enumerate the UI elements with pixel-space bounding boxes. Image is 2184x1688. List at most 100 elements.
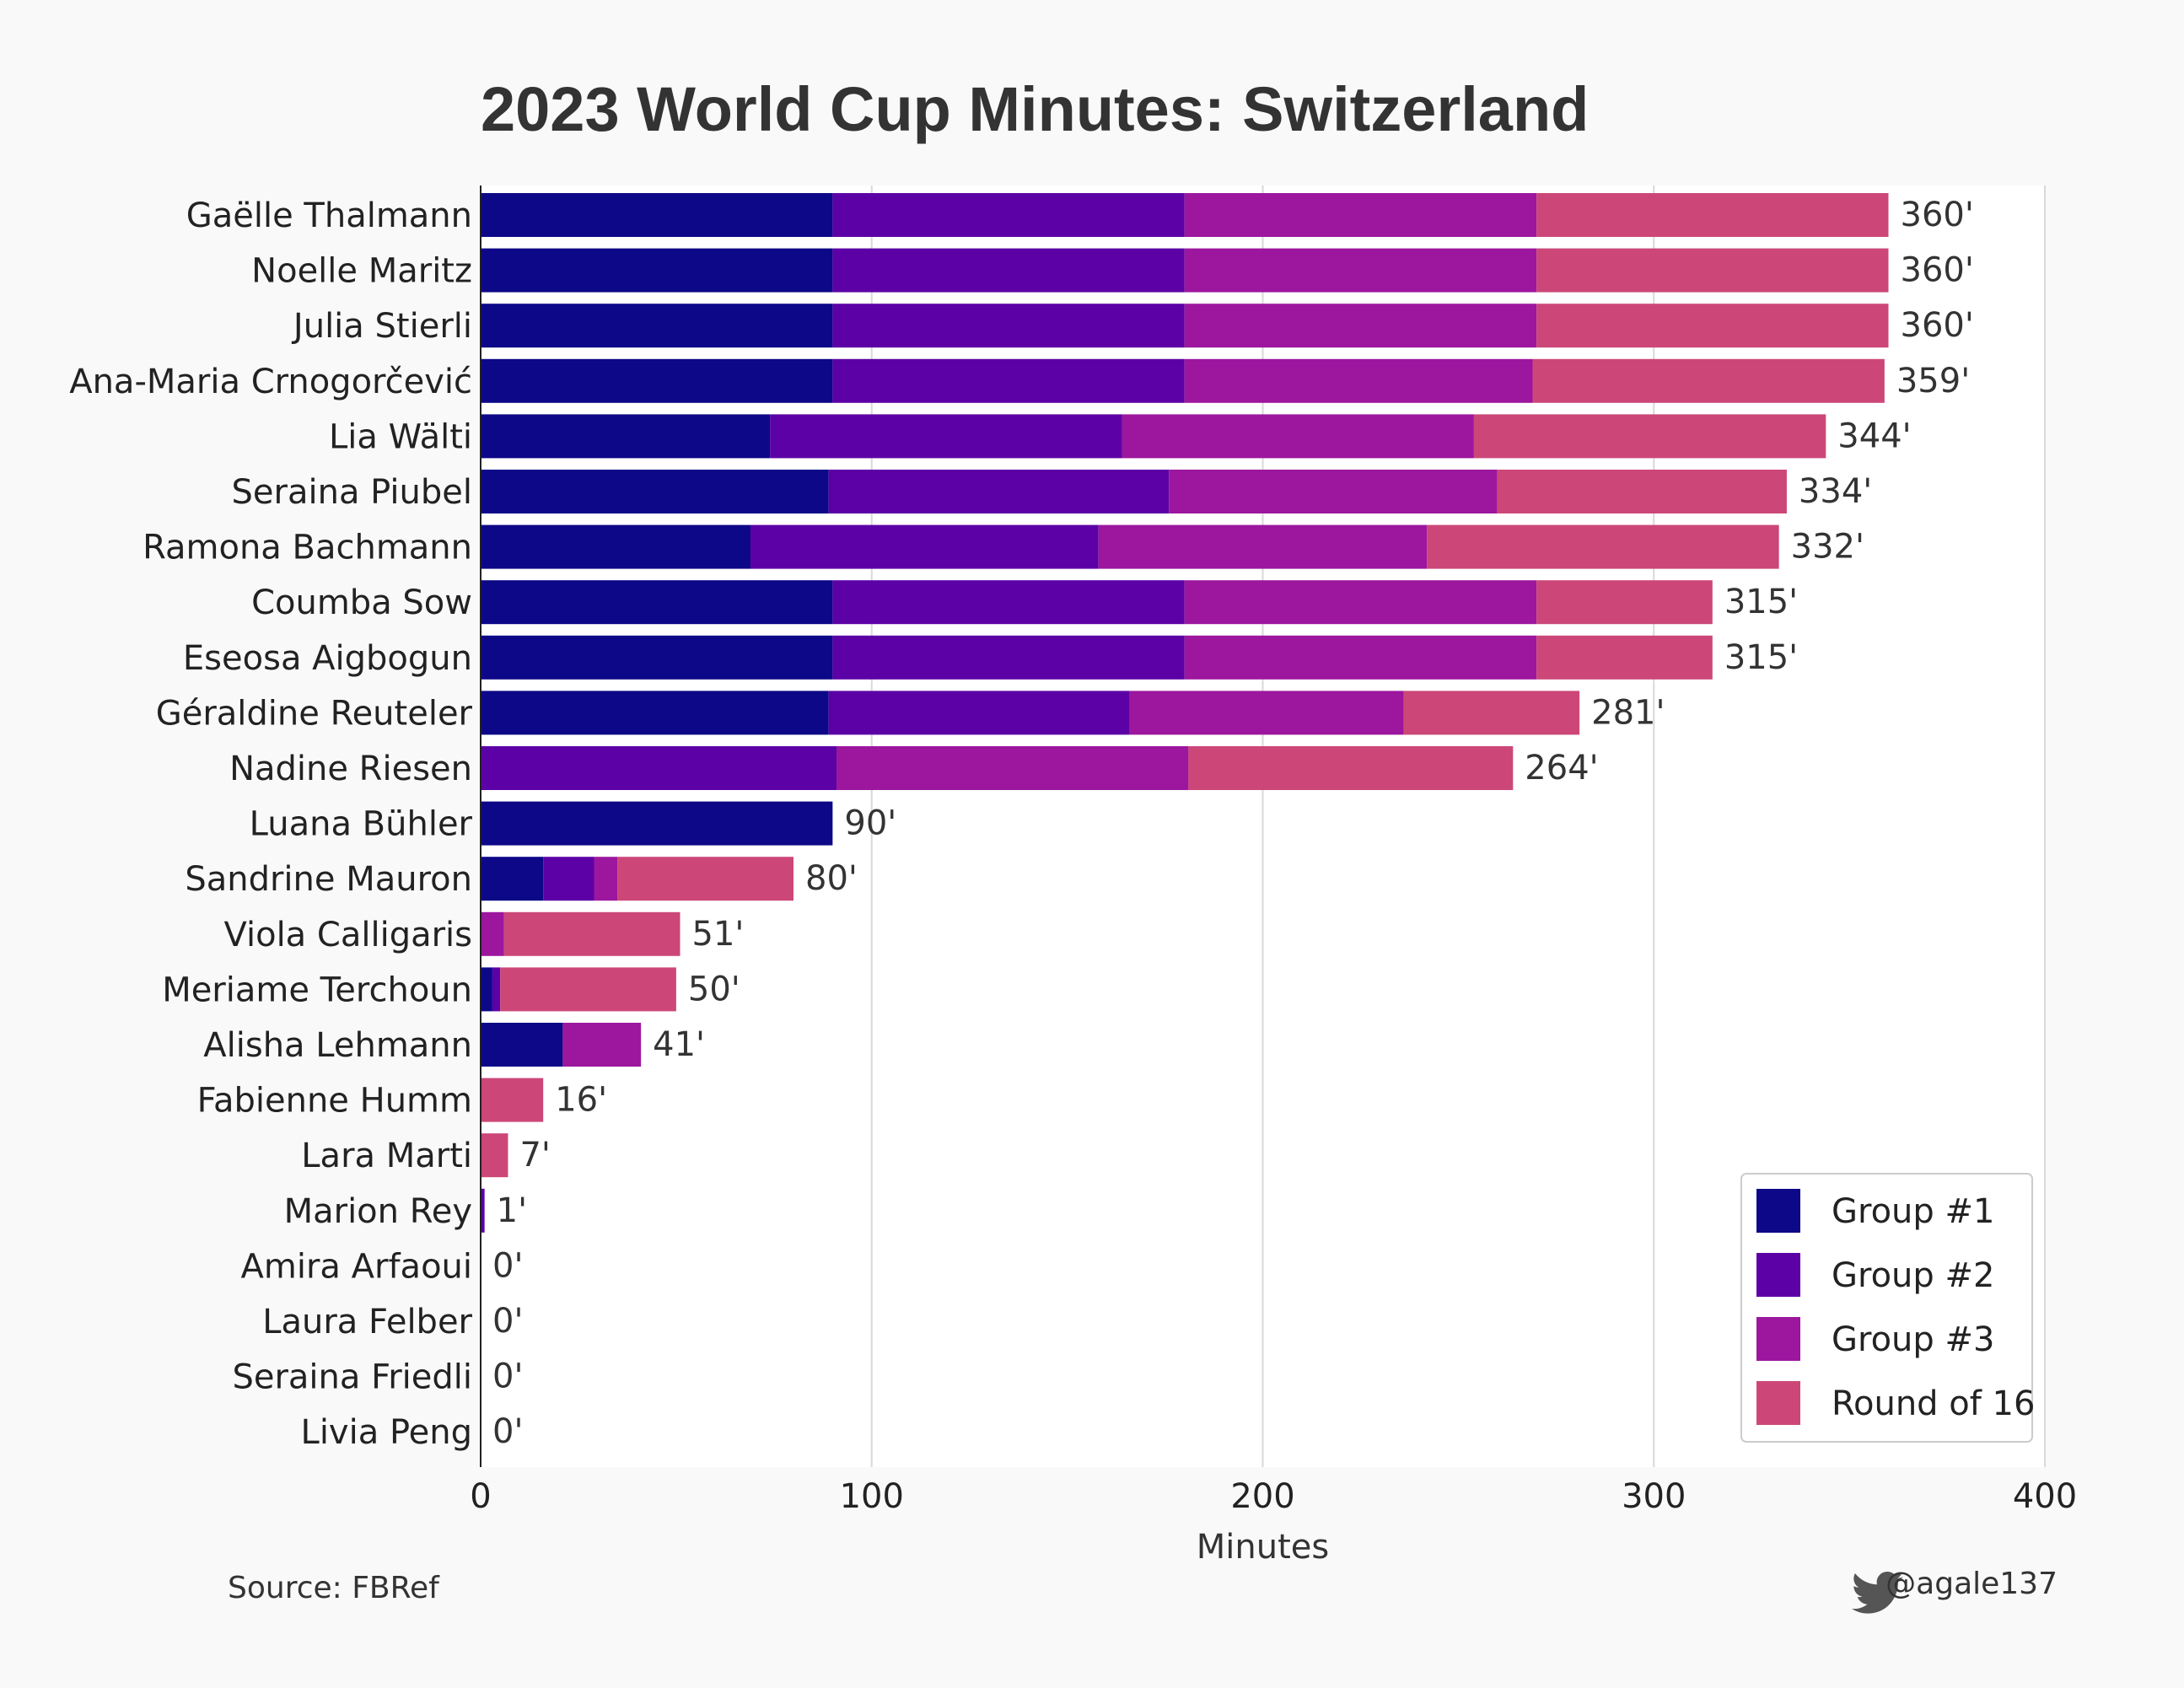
x-tick-label: 0 (470, 1477, 491, 1516)
bar-segment (1122, 414, 1474, 459)
y-tick-label: Coumba Sow (251, 583, 472, 622)
chart-title: 2023 World Cup Minutes: Switzerland (481, 74, 1589, 144)
y-axis-tick-labels: Gaëlle Thalmann Noelle Maritz Julia Stierl… (69, 196, 472, 1452)
bar-segment (1184, 248, 1537, 293)
bar-segment (481, 580, 833, 625)
bar-segment (828, 470, 1170, 513)
total-label: 344' (1837, 417, 1911, 455)
bar-segment (562, 1023, 642, 1067)
x-tick-label: 300 (1622, 1477, 1686, 1516)
bar-segment (1536, 635, 1713, 680)
y-tick-label: Amira Arfaoui (241, 1247, 472, 1286)
y-tick-label: Fabienne Humm (197, 1082, 472, 1121)
y-tick-label: Seraina Friedli (232, 1358, 472, 1397)
x-axis-tick-labels: 0 100 200 300 400 (470, 1477, 2077, 1516)
y-tick-label: Gaëlle Thalmann (186, 196, 472, 235)
bar-segment (1184, 193, 1537, 237)
bar-segment (832, 580, 1185, 625)
bar-segment (617, 857, 793, 901)
legend-swatch (1756, 1189, 1800, 1233)
bar-segment (828, 691, 1130, 735)
y-tick-label: Livia Peng (301, 1413, 472, 1452)
y-tick-label: Laura Felber (262, 1303, 472, 1341)
legend-frame (1740, 1173, 2033, 1443)
total-label: 0' (492, 1357, 523, 1396)
x-tick-label: 200 (1230, 1477, 1294, 1516)
y-tick-label: Lia Wälti (329, 417, 472, 456)
y-tick-label: Sandrine Mauron (185, 860, 472, 899)
bar-segment (481, 635, 833, 680)
bar-segment (836, 746, 1189, 790)
y-tick-label: Meriame Terchoun (162, 970, 472, 1009)
bar-segment (481, 967, 492, 1012)
bar-segment (1536, 580, 1713, 625)
bar-segment (481, 414, 771, 459)
bar-segment (481, 1133, 508, 1178)
bar-segment (1169, 470, 1498, 513)
source-note: Source: FBRef (228, 1571, 440, 1605)
bars (481, 193, 1889, 1233)
bar-segment (1098, 524, 1428, 569)
bar-segment (1536, 248, 1889, 293)
y-tick-label: Lara Marti (301, 1137, 472, 1175)
y-tick-label: Marion Rey (284, 1192, 472, 1231)
legend-swatch (1756, 1317, 1800, 1361)
bar-segment (770, 414, 1122, 459)
total-label: 360' (1901, 306, 1974, 345)
bar-segment (481, 304, 833, 348)
bar-segment (481, 801, 833, 846)
total-label: 264' (1525, 749, 1598, 788)
bar-segment (481, 248, 833, 293)
bar-segment (832, 304, 1185, 348)
bar-segment (492, 967, 501, 1012)
y-tick-label: Viola Calligaris (224, 916, 473, 954)
y-tick-label: Géraldine Reuteler (156, 694, 473, 733)
y-tick-label: Ramona Bachmann (143, 529, 472, 567)
bar-segment (1184, 358, 1533, 403)
twitter-handle: @agale137 (1885, 1567, 2058, 1601)
total-label: 80' (805, 859, 858, 898)
bar-segment (481, 1078, 544, 1122)
bar-segment (481, 193, 833, 237)
x-tick-label: 100 (840, 1477, 904, 1516)
bar-segment (481, 524, 750, 569)
twitter-bird-icon (1851, 1571, 1904, 1614)
legend-label: Group #1 (1832, 1192, 1994, 1231)
bar-segment (481, 1023, 563, 1067)
bar-segment (1184, 304, 1537, 348)
total-label: 16' (555, 1081, 607, 1120)
y-tick-label: Alisha Lehmann (203, 1026, 472, 1065)
bar-segment (1403, 691, 1580, 735)
y-tick-label: Eseosa Aigbogun (183, 639, 472, 678)
bar-segment (1184, 635, 1537, 680)
bar-segment (481, 691, 829, 735)
legend-label: Group #3 (1832, 1320, 1994, 1359)
bar-segment (1188, 746, 1514, 790)
bar-segment (481, 1188, 485, 1233)
legend-label: Round of 16 (1832, 1384, 2035, 1423)
total-label: 332' (1791, 528, 1864, 567)
total-label: 1' (497, 1191, 527, 1230)
legend-swatch (1756, 1253, 1800, 1297)
bar-segment (481, 911, 504, 956)
bar-segment (1536, 193, 1889, 237)
y-tick-label: Julia Stierli (291, 307, 472, 346)
bar-segment (750, 524, 1099, 569)
total-label: 360' (1901, 196, 1974, 234)
bar-segment (1473, 414, 1826, 459)
bar-segment (1427, 524, 1779, 569)
total-label: 41' (653, 1025, 705, 1064)
total-label: 0' (492, 1302, 523, 1341)
y-tick-label: Luana Bühler (250, 805, 473, 844)
total-label: 334' (1799, 472, 1872, 511)
total-label: 315' (1724, 583, 1798, 621)
x-tick-label: 400 (2013, 1477, 2077, 1516)
total-label: 7' (519, 1136, 550, 1175)
total-label: 281' (1591, 693, 1665, 732)
bar-segment (1184, 580, 1537, 625)
bar-segment (832, 358, 1185, 403)
bar-segment (832, 248, 1185, 293)
y-tick-label: Seraina Piubel (232, 473, 472, 512)
bar-segment (832, 193, 1185, 237)
